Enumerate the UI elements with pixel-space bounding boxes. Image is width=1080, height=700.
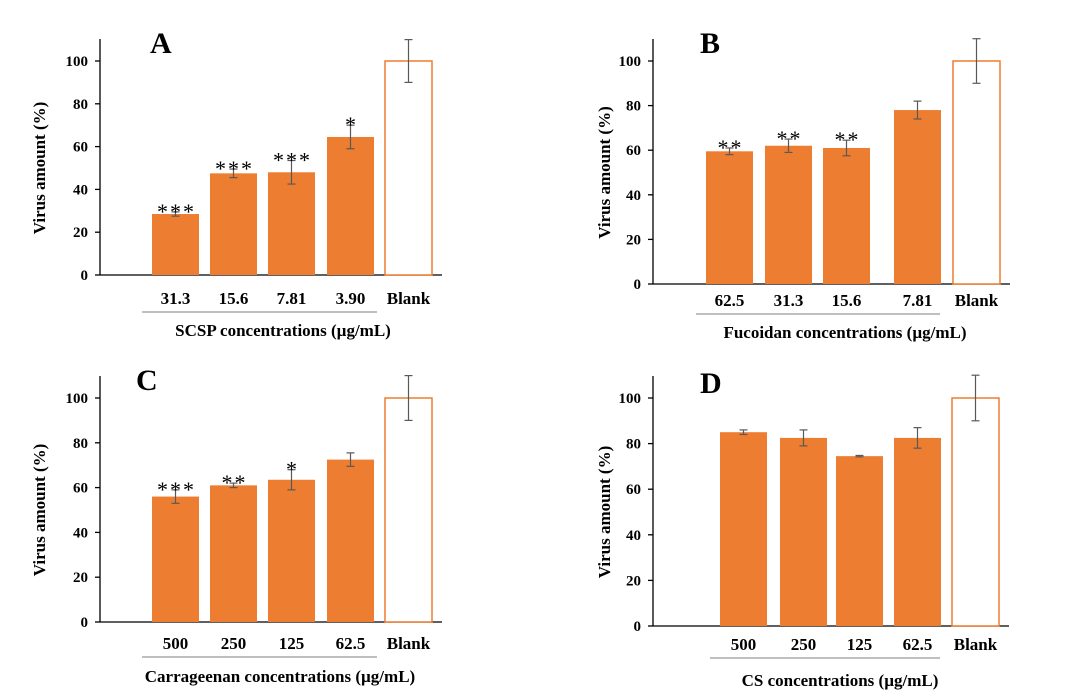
y-tick-label: 80 (73, 97, 88, 113)
y-tick-label: 20 (73, 570, 88, 586)
y-tick-label: 0 (81, 268, 89, 284)
y-axis-title: Virus amount (%) (595, 446, 614, 579)
y-tick-label: 80 (626, 437, 641, 453)
chart-panel-b: B 0 20 40 60 80 100 Virus amount (%) ** 62.5 ** 31.… (595, 27, 1010, 342)
x-tick-label: Blank (387, 289, 431, 308)
x-tick-label: 125 (279, 634, 305, 653)
x-tick-label: 62.5 (336, 634, 366, 653)
y-axis-title: Virus amount (%) (30, 102, 49, 235)
y-tick-label: 40 (626, 188, 641, 204)
bar-125 (836, 456, 883, 626)
significance-label: *** (157, 199, 196, 224)
bar-500 (720, 432, 767, 626)
chart-panel-a: A 0 20 40 60 80 100 Virus amount (%) *** 31.3 *** 1… (30, 27, 442, 340)
x-tick-label: Blank (954, 635, 998, 654)
y-tick-label: 80 (626, 99, 641, 115)
x-tick-label: 15.6 (219, 289, 249, 308)
significance-label: *** (215, 156, 254, 181)
significance-label: ** (718, 135, 744, 160)
bar-7.81 (894, 110, 941, 284)
x-tick-label: Blank (955, 291, 999, 310)
bar-3.90 (327, 136, 374, 275)
y-tick-label: 40 (626, 528, 641, 544)
x-tick-label: 125 (847, 635, 873, 654)
significance-label: *** (157, 477, 196, 502)
bar-31.3 (152, 214, 199, 275)
y-tick-label: 100 (66, 54, 89, 70)
panel-letter: B (700, 27, 720, 60)
significance-label: ** (222, 470, 248, 495)
x-tick-label: 62.5 (903, 635, 933, 654)
x-axis-title: Carrageenan concentrations (µg/mL) (145, 667, 415, 686)
y-tick-label: 80 (73, 436, 88, 452)
panel-letter: D (700, 367, 722, 400)
x-tick-label: 7.81 (903, 291, 933, 310)
bar-500 (152, 496, 199, 622)
x-tick-label: 31.3 (774, 291, 804, 310)
y-axis-title: Virus amount (%) (30, 444, 49, 577)
y-tick-label: 40 (73, 525, 88, 541)
x-tick-label: 7.81 (277, 289, 307, 308)
bar-250 (210, 485, 257, 622)
bar-blank (384, 60, 433, 276)
bar-15.6 (823, 147, 870, 284)
bar-7.81 (268, 172, 315, 275)
y-tick-label: 0 (634, 619, 642, 635)
y-tick-label: 60 (626, 482, 641, 498)
y-tick-label: 100 (619, 391, 642, 407)
bar-62.5 (894, 437, 941, 626)
x-tick-label: 500 (163, 634, 189, 653)
x-tick-label: 62.5 (715, 291, 745, 310)
x-tick-label: 31.3 (161, 289, 191, 308)
significance-label: *** (273, 148, 312, 173)
y-tick-label: 100 (66, 391, 89, 407)
significance-label: * (286, 457, 299, 482)
y-tick-label: 60 (73, 481, 88, 497)
significance-label: ** (777, 126, 803, 151)
x-tick-label: 250 (221, 634, 247, 653)
y-tick-label: 0 (81, 615, 89, 631)
x-tick-label: 3.90 (336, 289, 366, 308)
chart-panel-c: C 0 20 40 60 80 100 Virus amount (%) *** 500 ** 250… (30, 364, 442, 686)
bar-15.6 (210, 173, 257, 275)
x-tick-label: Blank (387, 634, 431, 653)
bar-62.5 (706, 151, 753, 284)
bar-blank (952, 60, 1001, 285)
y-tick-label: 60 (626, 143, 641, 159)
y-tick-label: 40 (73, 182, 88, 198)
significance-label: ** (835, 127, 861, 152)
panel-letter: C (136, 364, 158, 397)
bar-125 (268, 479, 315, 622)
x-axis-title: SCSP concentrations (µg/mL) (175, 321, 391, 340)
bar-31.3 (765, 145, 812, 284)
y-tick-label: 0 (634, 277, 642, 293)
x-tick-label: 500 (731, 635, 757, 654)
y-tick-label: 20 (73, 225, 88, 241)
x-tick-label: 250 (791, 635, 817, 654)
y-axis-title: Virus amount (%) (595, 106, 614, 239)
significance-label: * (345, 112, 358, 137)
y-tick-label: 20 (626, 232, 641, 248)
y-tick-label: 100 (619, 54, 642, 70)
chart-panel-d: D 0 20 40 60 80 100 Virus amount (%) 500 250 125 62… (595, 367, 1009, 690)
y-tick-label: 20 (626, 573, 641, 589)
panel-letter: A (150, 27, 172, 60)
bar-62.5 (327, 459, 374, 622)
bar-blank (951, 397, 1000, 627)
x-tick-label: 15.6 (832, 291, 862, 310)
y-tick-label: 60 (73, 140, 88, 156)
bar-250 (780, 437, 827, 626)
x-axis-title: Fucoidan concentrations (µg/mL) (723, 323, 966, 342)
x-axis-title: CS concentrations (µg/mL) (742, 671, 939, 690)
bar-blank (384, 397, 433, 623)
